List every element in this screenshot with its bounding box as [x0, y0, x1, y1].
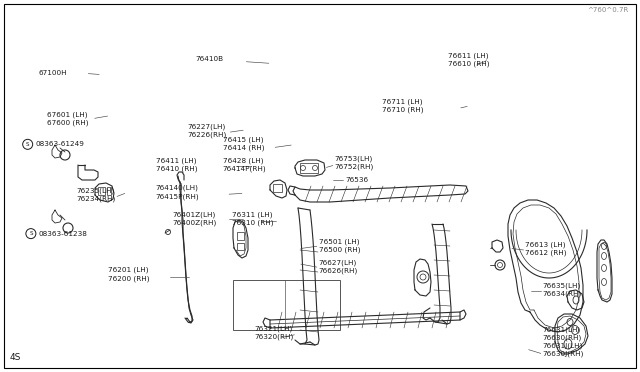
Text: 76414 (RH): 76414 (RH): [223, 145, 264, 151]
Bar: [237, 232, 244, 240]
Text: 76630(RH): 76630(RH): [542, 334, 581, 341]
Text: 76711 (LH): 76711 (LH): [382, 99, 422, 105]
Text: 76635(LH): 76635(LH): [542, 282, 580, 289]
Text: 67601 (LH): 67601 (LH): [47, 111, 88, 118]
Bar: [233, 280, 340, 330]
Text: 76414P(RH): 76414P(RH): [223, 166, 266, 172]
Text: 76400Z(RH): 76400Z(RH): [173, 219, 217, 226]
Bar: [98, 187, 105, 195]
Text: 76411 (LH): 76411 (LH): [156, 157, 196, 164]
Text: 4S: 4S: [10, 353, 21, 362]
Text: 08363-61238: 08363-61238: [38, 231, 87, 237]
Text: 76415 (LH): 76415 (LH): [223, 137, 263, 143]
Text: 76753(LH): 76753(LH): [334, 155, 372, 162]
Text: 76630J(RH): 76630J(RH): [542, 351, 584, 357]
Text: 76536: 76536: [346, 177, 369, 183]
Text: 76410 (RH): 76410 (RH): [156, 166, 197, 172]
Text: 76500 (RH): 76500 (RH): [319, 247, 360, 253]
Text: 76626(RH): 76626(RH): [319, 267, 358, 274]
Text: 76612 (RH): 76612 (RH): [525, 250, 566, 256]
Text: 76321(LH): 76321(LH): [255, 325, 293, 332]
Text: 76310 (RH): 76310 (RH): [232, 219, 274, 226]
Text: 76710 (RH): 76710 (RH): [382, 107, 424, 113]
Text: 76320(RH): 76320(RH): [255, 333, 294, 340]
Bar: [237, 243, 244, 250]
Text: 76401Z(LH): 76401Z(LH): [173, 211, 216, 218]
Text: 76611 (LH): 76611 (LH): [448, 52, 488, 59]
Text: 76610 (RH): 76610 (RH): [448, 61, 490, 67]
Text: 76634(RH): 76634(RH): [542, 291, 581, 297]
Text: 76410B: 76410B: [195, 56, 223, 62]
Text: 67600 (RH): 67600 (RH): [47, 119, 89, 126]
Text: 76501 (LH): 76501 (LH): [319, 238, 359, 245]
Text: 76631J(LH): 76631J(LH): [542, 343, 582, 349]
Text: 76200 (RH): 76200 (RH): [108, 275, 149, 282]
Bar: [273, 184, 282, 192]
Text: 76226(RH): 76226(RH): [188, 131, 227, 138]
Text: 76227(LH): 76227(LH): [188, 123, 226, 130]
Text: 76234(RH): 76234(RH): [77, 196, 116, 202]
Text: 76415P(RH): 76415P(RH): [156, 193, 199, 200]
Text: S: S: [26, 142, 29, 147]
Text: 76201 (LH): 76201 (LH): [108, 266, 148, 273]
Text: 76627(LH): 76627(LH): [319, 259, 357, 266]
Text: S: S: [29, 231, 33, 236]
Text: 76631(LH): 76631(LH): [542, 326, 580, 333]
Text: 76428 (LH): 76428 (LH): [223, 157, 263, 164]
Bar: [107, 187, 111, 195]
Text: 76752(RH): 76752(RH): [334, 163, 373, 170]
Text: 764140(LH): 764140(LH): [156, 185, 198, 192]
Text: 08363-61249: 08363-61249: [35, 141, 84, 147]
Text: ^760^0.7R: ^760^0.7R: [587, 7, 628, 13]
Text: 67100H: 67100H: [38, 70, 67, 76]
Text: 76613 (LH): 76613 (LH): [525, 241, 565, 248]
Bar: [300, 163, 318, 173]
Text: 76235(LH): 76235(LH): [77, 187, 115, 194]
Text: 76311 (LH): 76311 (LH): [232, 211, 273, 218]
